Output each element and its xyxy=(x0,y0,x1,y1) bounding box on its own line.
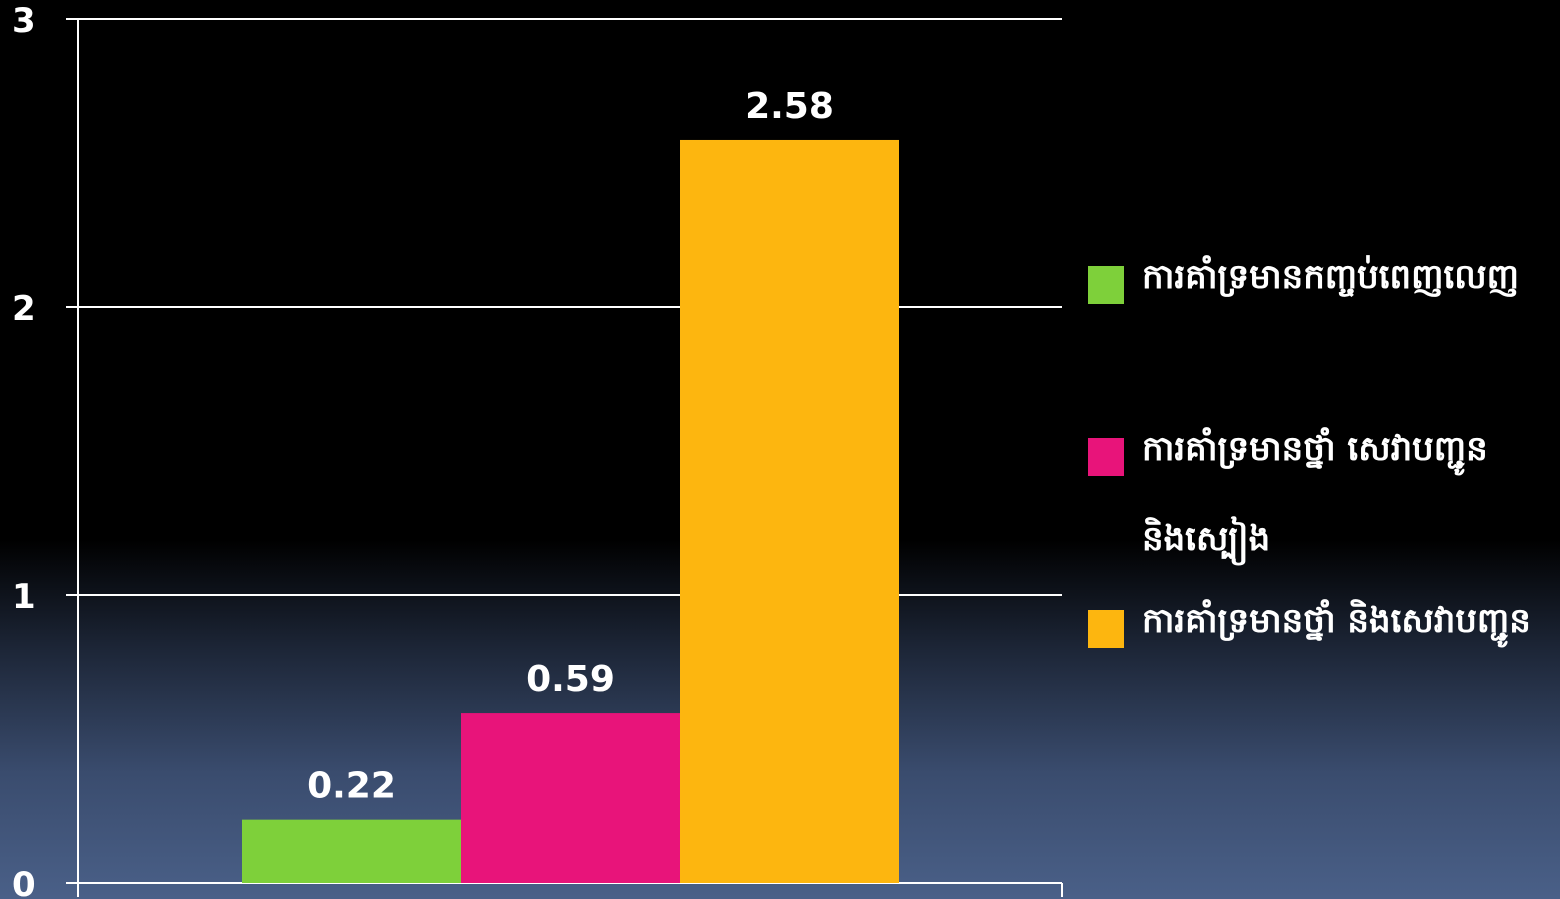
data-labels: 0.22 0.59 2.58 xyxy=(307,86,834,807)
legend-swatch-1 xyxy=(1088,266,1124,304)
bar-1 xyxy=(242,819,461,883)
data-label-1: 0.22 xyxy=(307,766,396,807)
y-tick-labels: 0 1 2 3 xyxy=(12,1,36,899)
legend-swatch-3 xyxy=(1088,610,1124,648)
gridlines xyxy=(78,18,1062,596)
bar-2 xyxy=(461,713,680,883)
legend-swatch-2 xyxy=(1088,438,1124,476)
y-tick-label-3: 3 xyxy=(12,1,36,41)
data-label-3: 2.58 xyxy=(745,86,834,127)
y-tick-label-0: 0 xyxy=(12,865,36,899)
legend-item-3: ការគាំទ្រមានថ្នាំ និងសេវាបញ្ជូន xyxy=(1088,594,1542,666)
legend-item-1: ការគាំទ្រមានកញ្ចប់ពេញលេញ xyxy=(1088,250,1542,322)
y-tick-label-2: 2 xyxy=(12,289,36,329)
legend-label-2: ការគាំទ្រមានថ្នាំ សេវាបញ្ជូន និងស្បៀង xyxy=(1142,429,1488,559)
legend-label-3: ការគាំទ្រមានថ្នាំ និងសេវាបញ្ជូន xyxy=(1142,601,1531,641)
legend-label-1: ការគាំទ្រមានកញ្ចប់ពេញលេញ xyxy=(1142,257,1520,297)
legend-item-2: ការគាំទ្រមានថ្នាំ សេវាបញ្ជូន និងស្បៀង xyxy=(1088,422,1542,584)
bar-3 xyxy=(680,139,899,883)
data-label-2: 0.59 xyxy=(526,659,615,700)
bars xyxy=(242,139,899,883)
y-tick-label-1: 1 xyxy=(12,577,36,617)
